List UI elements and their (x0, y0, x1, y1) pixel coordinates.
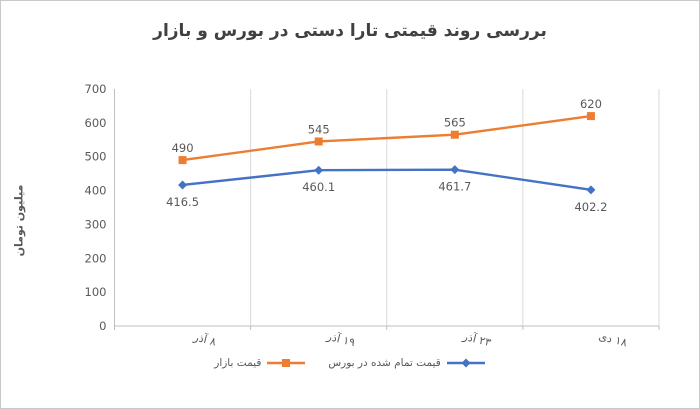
legend-label-bourse-price: قیمت تمام شده در بورس (328, 357, 441, 369)
y-tick-label: 400 (85, 184, 107, 198)
data-label: 545 (308, 122, 330, 136)
diamond-marker (178, 180, 188, 190)
square-marker (450, 130, 459, 139)
diamond-marker (586, 185, 596, 195)
data-label: 620 (580, 97, 602, 111)
legend-label-market-price: قیمت بازار (214, 357, 262, 369)
diamond-marker (450, 165, 460, 175)
data-label: 565 (444, 116, 466, 130)
series-line-0 (181, 168, 593, 192)
data-label: 460.1 (302, 180, 335, 194)
orange-square-marker-icon (267, 359, 306, 367)
diamond-marker (314, 165, 324, 175)
y-tick-label: 600 (85, 116, 107, 130)
y-tick-label: 100 (85, 285, 107, 299)
square-marker (586, 112, 595, 121)
data-label: 461.7 (438, 180, 471, 194)
legend-item-market-price[interactable]: قیمت بازار (214, 357, 306, 369)
square-marker (178, 156, 187, 165)
series-line-1 (181, 114, 593, 162)
y-tick-label: 0 (99, 319, 106, 333)
chart-title: بررسی روند قیمتی تارا دستی در بورس و باز… (153, 21, 547, 41)
legend: قیمت بازار قیمت تمام شده در بورس (1, 357, 699, 369)
blue-diamond-marker-icon (446, 358, 485, 368)
y-tick-label: 500 (85, 150, 107, 164)
data-label: 402.2 (574, 200, 607, 214)
y-tick-label: 300 (85, 217, 107, 231)
square-marker (314, 137, 323, 146)
data-label: 416.5 (166, 195, 199, 209)
legend-item-bourse-price[interactable]: قیمت تمام شده در بورس (328, 357, 485, 369)
data-label: 490 (172, 141, 194, 155)
y-tick-label: 200 (85, 251, 107, 265)
y-tick-label: 700 (85, 82, 107, 96)
